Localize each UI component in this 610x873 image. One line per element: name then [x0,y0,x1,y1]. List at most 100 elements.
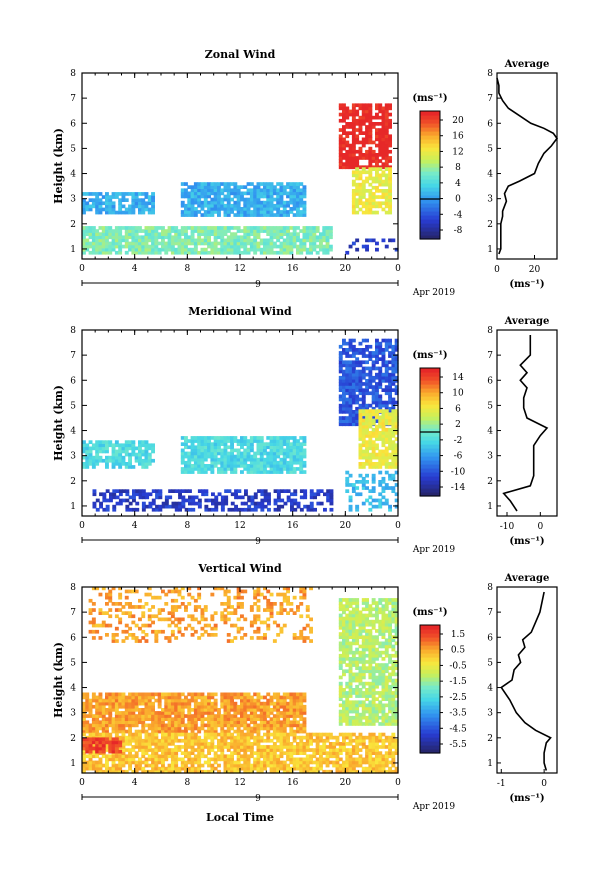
heatmap-cell [101,704,106,709]
heatmap-cell [388,173,392,178]
heatmap-cell [249,695,254,700]
heatmap-cell [338,357,343,361]
heatmap-cell [161,729,165,734]
heatmap-cell [95,729,100,734]
heatmap-cell [351,400,356,405]
heatmap-cell [342,165,346,170]
heatmap-cell [365,449,369,454]
heatmap-cell [121,757,126,762]
heatmap-cell [200,191,205,196]
heatmap-cell [187,454,192,459]
heatmap-cell [151,742,155,746]
heatmap-cell [384,418,389,423]
heatmap-cell [381,375,386,380]
heatmap-cell [236,213,241,217]
heatmap-cell [184,247,188,252]
heatmap-cell [371,195,376,199]
heatmap-cell [220,704,225,709]
heatmap-cell [240,763,244,768]
heatmap-cell [388,207,392,212]
heatmap-cell [302,720,307,725]
heatmap-cell [296,250,300,255]
heatmap-cell [361,476,366,481]
heatmap-cell [368,192,373,196]
heatmap-cell [355,348,360,352]
heatmap-cell [365,757,369,762]
heatmap-cell [108,692,113,697]
heatmap-cell [111,235,116,240]
heatmap-cell [151,723,155,728]
heatmap-cell [378,122,383,126]
heatmap-cell [98,443,103,448]
heatmap-cell [167,708,172,712]
heatmap-cell [233,244,238,249]
heatmap-cell [266,704,271,709]
heatmap-cell [246,457,251,462]
heatmap-cell [230,464,234,468]
heatmap-cell [351,486,356,490]
heatmap-cell [154,745,159,749]
heatmap-cell [157,714,162,718]
heatmap-cell [272,229,277,233]
heatmap-cell [240,708,244,712]
heatmap-cell [375,400,379,405]
heatmap-cell [259,207,264,211]
heatmap-cell [203,213,208,217]
x-tick-label: 20 [340,264,352,274]
heatmap-cell [98,723,103,728]
heatmap-cell [233,454,238,459]
heatmap-cell [279,464,284,468]
heatmap-cell [187,191,192,196]
heatmap-cell [197,695,202,700]
heatmap-cell [260,501,265,506]
heatmap-cell [351,732,356,737]
heatmap-cell [286,701,290,706]
heatmap-cell [351,745,356,749]
heatmap-cell [355,486,360,490]
heatmap-cell [128,210,132,215]
heatmap-cell [243,203,248,208]
heatmap-cell [371,418,376,423]
heatmap-cell [325,226,330,230]
heatmap-cell [85,465,90,469]
heatmap-cell [355,182,360,187]
heatmap-cell [151,250,155,255]
heatmap-cell [282,454,287,459]
heatmap-cell [338,112,343,117]
heatmap-cell [299,250,304,255]
heatmap-cell [246,701,251,706]
heatmap-cell [302,238,307,243]
heatmap-cell [328,760,333,765]
heatmap-cell [234,504,238,509]
heatmap-cell [197,185,202,189]
heatmap-cell [131,711,136,715]
heatmap-cell [249,766,254,771]
heatmap-cell [207,763,211,768]
heatmap-cell [355,162,360,166]
heatmap-cell [141,207,146,212]
heatmap-cell [378,165,383,170]
heatmap-cell [207,507,212,512]
heatmap-cell [118,723,123,728]
heatmap-cell [259,442,264,446]
heatmap-cell [101,732,106,737]
heatmap-cell [210,695,215,700]
heatmap-cell [266,708,271,712]
heatmap-cell [312,241,317,246]
heatmap-cell [272,735,277,740]
heatmap-cell [121,717,126,721]
heatmap-cell [365,128,369,132]
colorbar-segment [420,468,440,473]
heatmap-cell [348,738,353,743]
heatmap-cell [203,235,208,240]
heatmap-cell [95,244,100,249]
heatmap-cell [276,714,281,718]
heatmap-cell [338,766,343,771]
heatmap-cell [249,708,254,712]
heatmap-cell [358,424,363,429]
heatmap-cell [259,182,264,186]
heatmap-cell [200,203,205,208]
heatmap-cell [348,763,353,768]
colorbar-segment [420,187,440,192]
heatmap-cell [88,729,93,734]
